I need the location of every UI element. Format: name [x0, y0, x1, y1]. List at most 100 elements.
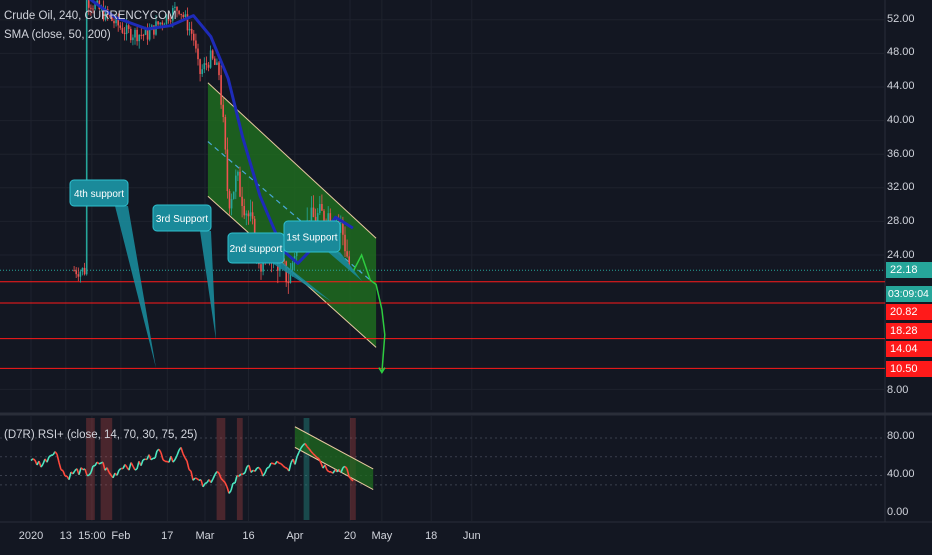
time-axis-label: 20 — [344, 530, 356, 542]
candle-body — [75, 270, 77, 274]
price-tick: 44.00 — [883, 80, 932, 92]
candle-body — [231, 199, 233, 209]
candle-body — [233, 192, 235, 199]
rsi-line-segment — [135, 469, 137, 470]
last-price-badge: 22.18 — [886, 262, 932, 278]
time-axis-label: 13 — [60, 530, 72, 542]
candle-body — [86, 0, 88, 274]
candle-body — [162, 23, 164, 25]
candle-body — [252, 212, 254, 218]
countdown-badge: 03:09:04 — [886, 286, 932, 302]
support-level-badge: 14.04 — [886, 341, 932, 357]
candle-body — [174, 7, 176, 8]
symbol-legend: Crude Oil, 240, CURRENCYCOM — [4, 10, 177, 22]
candle-body — [120, 25, 122, 27]
rsi-line-segment — [205, 483, 207, 484]
candle-body — [84, 268, 86, 274]
candle-body — [180, 14, 182, 15]
rsi-line-segment — [99, 463, 101, 464]
rsi-line-segment — [267, 467, 269, 468]
candle-body — [124, 33, 126, 34]
support-level-badge: 10.50 — [886, 361, 932, 377]
time-axis-label: 18 — [425, 530, 437, 542]
candle-body — [193, 34, 195, 41]
time-axis-label: 17 — [161, 530, 173, 542]
annotation-label: 1st Support — [286, 233, 337, 244]
candle-body — [323, 211, 325, 222]
rsi-oversold-band — [217, 418, 226, 520]
rsi-line-segment — [285, 468, 287, 469]
candle-body — [239, 172, 241, 197]
candle-body — [128, 25, 130, 29]
candle-body — [130, 29, 132, 40]
candle-body — [80, 272, 82, 277]
rsi-tick: 40.00 — [883, 468, 932, 480]
rsi-tick: 0.00 — [883, 506, 932, 518]
candle-body — [229, 191, 231, 208]
time-axis-label: Mar — [196, 530, 215, 542]
candle-body — [218, 62, 220, 75]
candle-body — [220, 75, 222, 105]
rsi-line-segment — [143, 459, 145, 460]
price-tick: 24.00 — [883, 249, 932, 261]
candle-body — [149, 30, 151, 40]
candle-body — [212, 50, 214, 58]
candle-body — [237, 172, 239, 176]
candle-body — [122, 28, 124, 33]
candle-body — [90, 8, 92, 9]
price-tick: 40.00 — [883, 114, 932, 126]
candle-body — [132, 37, 134, 40]
candle-body — [321, 204, 323, 211]
candle-body — [210, 50, 212, 67]
rsi-tick: 80.00 — [883, 430, 932, 442]
candle-body — [201, 69, 203, 74]
time-axis-label: Jun — [463, 530, 481, 542]
candle-body — [185, 14, 187, 17]
support-level-badge: 18.28 — [886, 323, 932, 339]
candle-body — [344, 235, 346, 251]
candle-body — [346, 251, 348, 256]
time-axis-label: Apr — [286, 530, 303, 542]
candle-body — [78, 274, 80, 277]
candle-body — [143, 35, 145, 36]
annotation-label: 4th support — [74, 189, 124, 200]
candle-body — [250, 212, 252, 216]
time-axis-label: 2020 — [19, 530, 43, 542]
price-tick: 48.00 — [883, 46, 932, 58]
price-pane — [0, 0, 885, 410]
rsi-line-segment — [61, 470, 63, 471]
annotation-label: 3rd Support — [156, 214, 208, 225]
candle-body — [134, 30, 136, 38]
rsi-oversold-band — [237, 418, 243, 520]
candle-body — [88, 0, 90, 8]
candle-body — [206, 63, 208, 65]
candle-body — [178, 11, 180, 14]
candle-body — [191, 29, 193, 34]
price-tick: 8.00 — [883, 384, 932, 396]
candle-body — [189, 29, 191, 30]
candle-body — [164, 24, 166, 25]
candle-body — [208, 65, 210, 68]
candle-body — [159, 23, 161, 25]
price-tick: 28.00 — [883, 215, 932, 227]
time-axis-label: Feb — [111, 530, 130, 542]
candle-body — [183, 15, 185, 17]
candle-body — [292, 263, 294, 270]
candle-body — [199, 59, 201, 74]
support-level-badge: 20.82 — [886, 304, 932, 320]
candle-body — [136, 30, 138, 41]
candle-body — [216, 62, 218, 64]
candle-body — [214, 59, 216, 65]
candle-body — [319, 204, 321, 213]
candle-body — [197, 49, 199, 60]
candle-body — [260, 264, 262, 271]
candle-body — [141, 35, 143, 36]
time-axis-label: 15:00 — [78, 530, 106, 542]
price-tick: 52.00 — [883, 13, 932, 25]
rsi-line-segment — [317, 458, 319, 459]
candle-body — [227, 150, 229, 192]
time-axis-label: May — [372, 530, 393, 542]
candle-body — [248, 214, 250, 217]
